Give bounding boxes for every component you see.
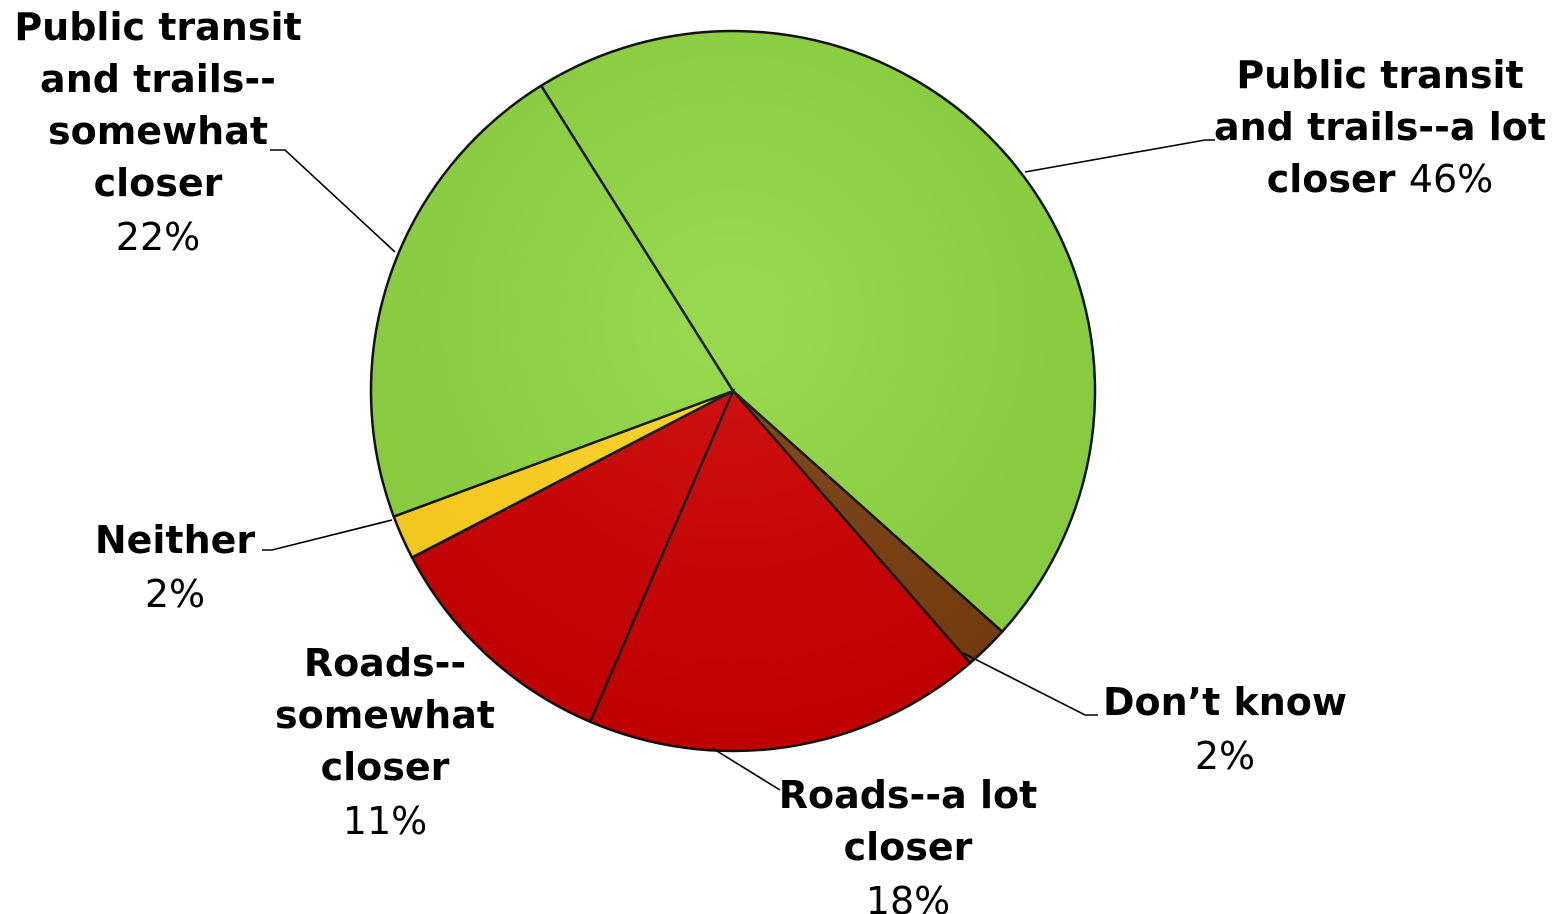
leader-line-4 <box>262 519 393 551</box>
leader-line-2 <box>711 747 781 791</box>
slice-label-line: and trails--a lot <box>1214 105 1546 149</box>
slice-label-line: Roads-- <box>304 641 466 685</box>
leader-lines-layer <box>262 139 1215 791</box>
leader-line-5 <box>270 149 396 253</box>
slices-layer <box>369 29 1097 753</box>
slice-label-0: Public transit and trails--a lot closer 46… <box>1214 53 1546 201</box>
slice-label-3: Roads-- somewhat closer 11% <box>275 641 495 843</box>
slice-pct-label: 11% <box>343 799 427 843</box>
leader-line-1 <box>962 652 1098 716</box>
slice-label-line: Public transit <box>14 5 301 49</box>
slice-label-line: and trails-- <box>40 57 276 101</box>
slice-label-line: somewhat <box>48 109 268 153</box>
slice-label-line: Don’t know <box>1103 680 1347 724</box>
slice-pct-label: 2% <box>1195 734 1255 778</box>
slice-label-line: closer <box>844 825 973 869</box>
slice-pct-label: 18% <box>866 879 950 914</box>
slice-label-line: Public transit <box>1236 53 1523 97</box>
slice-pct-label: 2% <box>145 572 205 616</box>
slice-label-5: Public transit and trails-- somewhat closer… <box>14 5 301 259</box>
slice-pct-label: 22% <box>116 215 200 259</box>
labels-layer: Public transit and trails--a lot closer 46… <box>14 5 1546 914</box>
slice-label-line: closer <box>321 745 450 789</box>
slice-label-2: Roads--a lot closer 18% <box>779 773 1038 914</box>
slice-label-line: closer 46% <box>1267 157 1494 201</box>
slice-label-line: closer <box>94 161 223 205</box>
slice-label-line: somewhat <box>275 693 495 737</box>
slice-label-4: Neither 2% <box>95 518 256 616</box>
slice-pct-label: 46% <box>1409 157 1493 201</box>
pie-shading <box>371 31 1095 751</box>
leader-line-0 <box>1024 139 1215 173</box>
slice-label-line: Roads--a lot <box>779 773 1038 817</box>
slice-label-1: Don’t know 2% <box>1103 680 1347 778</box>
slice-label-line: Neither <box>95 518 256 562</box>
